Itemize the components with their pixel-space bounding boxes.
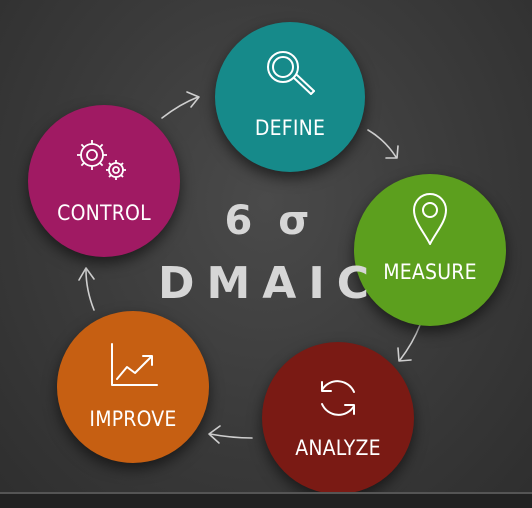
define-label: DEFINE: [254, 116, 326, 140]
six-sigma-heading: 6 σ: [224, 198, 316, 244]
line-chart-icon: [107, 341, 161, 395]
gears-icon: [70, 135, 134, 189]
analyze-label: ANALYZE: [295, 436, 381, 460]
location-pin-icon: [410, 192, 450, 252]
arrow-analyze-to-improve: [208, 425, 253, 444]
arrow-define-to-measure: [367, 129, 399, 159]
define-node: DEFINE: [215, 22, 365, 172]
arrow-measure-to-analyze: [397, 324, 421, 362]
arrow-control-to-define: [161, 91, 200, 119]
control-label: CONTROL: [57, 201, 151, 225]
magnifier-icon: [261, 46, 321, 110]
measure-label: MEASURE: [383, 260, 477, 284]
improve-label: IMPROVE: [89, 407, 177, 431]
arrow-improve-to-control: [78, 267, 95, 311]
refresh-cycle-icon: [310, 370, 366, 430]
dmaic-heading: DMAIC: [158, 258, 382, 309]
measure-node: MEASURE: [354, 174, 506, 326]
bottom-strip: [0, 492, 532, 508]
improve-node: IMPROVE: [57, 311, 209, 463]
analyze-node: ANALYZE: [262, 342, 414, 494]
control-node: CONTROL: [28, 105, 180, 257]
